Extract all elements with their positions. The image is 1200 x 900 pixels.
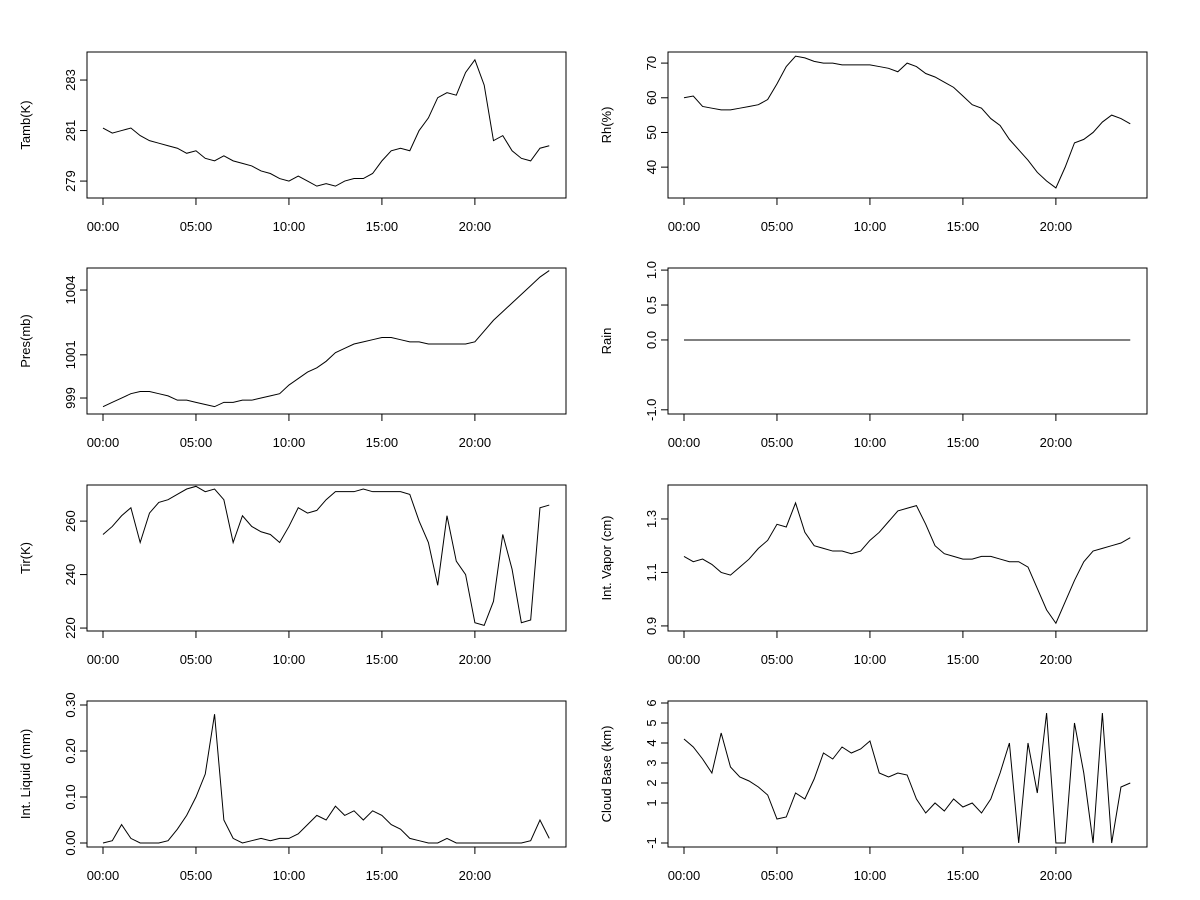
x-tick-label: 20:00 — [459, 868, 492, 883]
x-tick-label: 10:00 — [273, 652, 306, 667]
x-tick-label: 20:00 — [459, 652, 492, 667]
x-tick-label: 20:00 — [1040, 652, 1073, 667]
data-line — [102, 485, 550, 626]
data-line — [102, 270, 550, 408]
x-tick-label: 15:00 — [366, 219, 399, 234]
y-tick-label: 40 — [644, 160, 659, 174]
x-tick-label: 10:00 — [854, 652, 887, 667]
x-tick-label: 15:00 — [366, 868, 399, 883]
y-axis-title: Int. Liquid (mm) — [18, 729, 33, 819]
x-tick-label: 00:00 — [87, 652, 120, 667]
x-tick-label: 20:00 — [1040, 219, 1073, 234]
y-axis-title: Tamb(K) — [18, 100, 33, 149]
data-line — [683, 55, 1131, 189]
x-tick-label: 15:00 — [947, 868, 980, 883]
x-tick-label: 15:00 — [366, 435, 399, 450]
x-tick-label: 00:00 — [87, 435, 120, 450]
x-tick-label: 00:00 — [668, 219, 701, 234]
x-tick-label: 15:00 — [947, 435, 980, 450]
x-tick-label: 05:00 — [180, 652, 213, 667]
y-tick-label: 2 — [644, 779, 659, 786]
x-tick-label: 10:00 — [273, 219, 306, 234]
x-tick-label: 05:00 — [761, 435, 794, 450]
y-tick-label: 70 — [644, 56, 659, 70]
y-axis-title: Rain — [599, 328, 614, 355]
x-tick-label: 00:00 — [87, 868, 120, 883]
y-tick-label: 279 — [63, 170, 78, 192]
y-tick-label: -1 — [644, 837, 659, 849]
y-axis-title: Int. Vapor (cm) — [599, 515, 614, 600]
x-tick-label: 15:00 — [366, 652, 399, 667]
y-tick-label: 0.20 — [63, 738, 78, 763]
x-tick-label: 00:00 — [668, 868, 701, 883]
y-tick-label: 1001 — [63, 340, 78, 369]
y-tick-label: 50 — [644, 125, 659, 139]
data-line — [102, 58, 550, 187]
y-tick-label: 0.9 — [644, 617, 659, 635]
x-tick-label: 10:00 — [273, 435, 306, 450]
plot-frame — [667, 51, 1148, 199]
y-tick-label: 1.1 — [644, 563, 659, 581]
data-line — [683, 501, 1131, 625]
plot-frame — [667, 484, 1148, 632]
y-tick-label: 60 — [644, 91, 659, 105]
y-tick-label: 1 — [644, 799, 659, 806]
x-tick-label: 10:00 — [854, 868, 887, 883]
y-tick-label: 0.10 — [63, 784, 78, 809]
x-tick-label: 20:00 — [459, 219, 492, 234]
x-tick-label: 10:00 — [854, 435, 887, 450]
x-tick-label: 00:00 — [87, 219, 120, 234]
plot-frame — [86, 51, 567, 199]
plot-frame — [86, 267, 567, 415]
y-tick-label: 260 — [63, 510, 78, 532]
y-tick-label: 0.0 — [644, 331, 659, 349]
y-tick-label: 283 — [63, 69, 78, 91]
y-tick-label: 1.3 — [644, 510, 659, 528]
y-tick-label: 3 — [644, 759, 659, 766]
plot-frame — [667, 700, 1148, 848]
y-tick-label: 999 — [63, 387, 78, 409]
x-tick-label: 20:00 — [1040, 868, 1073, 883]
x-tick-label: 00:00 — [668, 652, 701, 667]
x-tick-label: 05:00 — [180, 435, 213, 450]
data-line — [683, 712, 1131, 844]
plot-frame — [86, 484, 567, 632]
x-tick-label: 20:00 — [1040, 435, 1073, 450]
data-line — [102, 714, 550, 844]
x-tick-label: 10:00 — [854, 219, 887, 234]
x-tick-label: 15:00 — [947, 219, 980, 234]
x-tick-label: 05:00 — [180, 219, 213, 234]
x-tick-label: 00:00 — [668, 435, 701, 450]
x-tick-label: 15:00 — [947, 652, 980, 667]
y-tick-label: 4 — [644, 739, 659, 746]
y-axis-title: Pres(mb) — [18, 314, 33, 367]
y-tick-label: 220 — [63, 617, 78, 639]
x-tick-label: 05:00 — [180, 868, 213, 883]
y-tick-label: 1004 — [63, 276, 78, 305]
plot-frame — [86, 700, 567, 848]
x-tick-label: 20:00 — [459, 435, 492, 450]
y-tick-label: 0.30 — [63, 692, 78, 717]
y-axis-title: Cloud Base (km) — [599, 726, 614, 823]
y-axis-title: Rh(%) — [599, 107, 614, 144]
x-tick-label: 05:00 — [761, 652, 794, 667]
y-tick-label: 0.5 — [644, 296, 659, 314]
plot-frame — [667, 267, 1148, 415]
y-tick-label: 1.0 — [644, 261, 659, 279]
y-tick-label: -1.0 — [644, 399, 659, 421]
y-tick-label: 281 — [63, 120, 78, 142]
x-tick-label: 10:00 — [273, 868, 306, 883]
y-tick-label: 240 — [63, 564, 78, 586]
x-tick-label: 05:00 — [761, 868, 794, 883]
y-axis-title: Tir(K) — [18, 542, 33, 574]
y-tick-label: 6 — [644, 699, 659, 706]
y-tick-label: 5 — [644, 719, 659, 726]
y-tick-label: 0.00 — [63, 830, 78, 855]
x-tick-label: 05:00 — [761, 219, 794, 234]
